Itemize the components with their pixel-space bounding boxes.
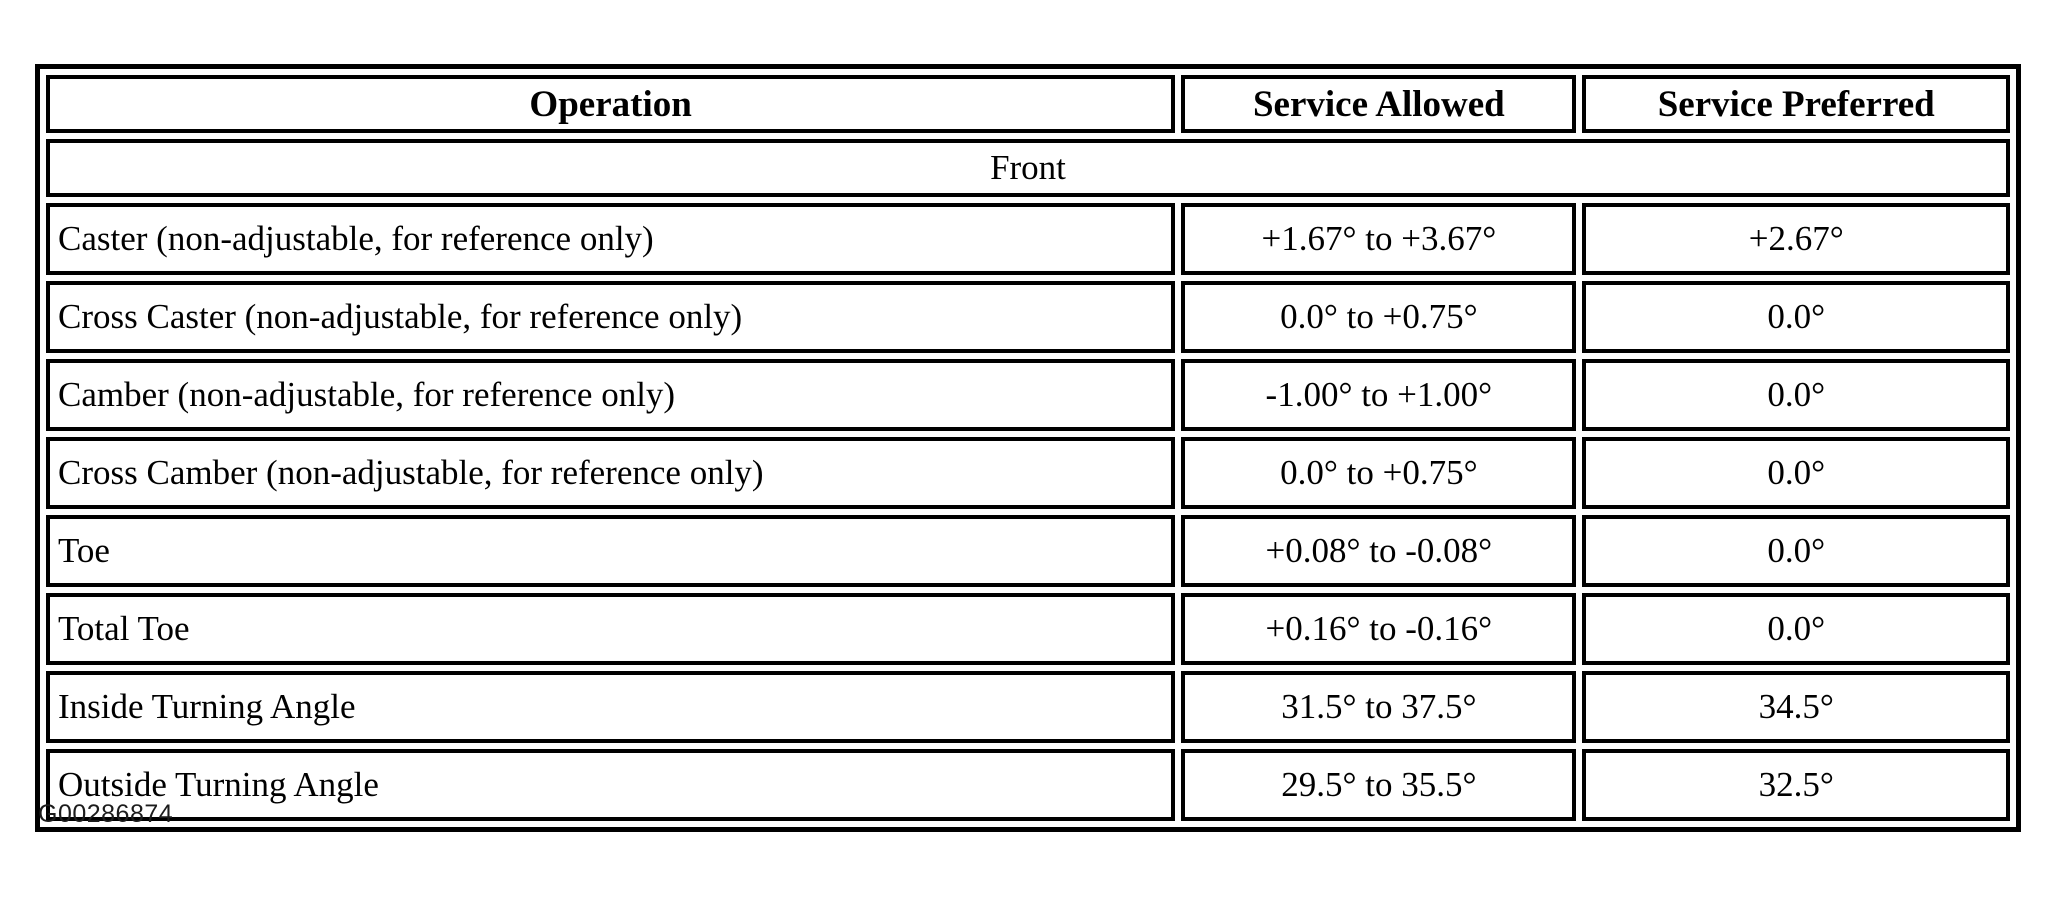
operation-cell: Camber (non-adjustable, for reference on… [46, 359, 1176, 431]
operation-cell: Outside Turning Angle [46, 749, 1176, 821]
service-allowed-cell: +0.08° to -0.08° [1181, 515, 1577, 587]
table-row: Cross Caster (non-adjustable, for refere… [46, 281, 2010, 353]
table-row: Toe +0.08° to -0.08° 0.0° [46, 515, 2010, 587]
section-row: Front [46, 139, 2010, 197]
operation-cell: Inside Turning Angle [46, 671, 1176, 743]
service-allowed-cell: 29.5° to 35.5° [1181, 749, 1577, 821]
service-allowed-cell: +0.16° to -0.16° [1181, 593, 1577, 665]
table-row: Inside Turning Angle 31.5° to 37.5° 34.5… [46, 671, 2010, 743]
service-preferred-cell: 0.0° [1582, 515, 2010, 587]
column-header-service-allowed: Service Allowed [1181, 75, 1577, 133]
service-preferred-cell: 0.0° [1582, 281, 2010, 353]
column-header-service-preferred: Service Preferred [1582, 75, 2010, 133]
figure-id-caption: G00286874 [38, 800, 174, 828]
table-row: Caster (non-adjustable, for reference on… [46, 203, 2010, 275]
service-allowed-cell: 0.0° to +0.75° [1181, 281, 1577, 353]
service-preferred-cell: 0.0° [1582, 593, 2010, 665]
service-preferred-cell: 0.0° [1582, 437, 2010, 509]
service-allowed-cell: +1.67° to +3.67° [1181, 203, 1577, 275]
alignment-spec-table: Operation Service Allowed Service Prefer… [35, 64, 2021, 832]
section-label-front: Front [46, 139, 2010, 197]
service-preferred-cell: 32.5° [1582, 749, 2010, 821]
operation-cell: Cross Camber (non-adjustable, for refere… [46, 437, 1176, 509]
table-row: Camber (non-adjustable, for reference on… [46, 359, 2010, 431]
service-preferred-cell: 34.5° [1582, 671, 2010, 743]
operation-cell: Total Toe [46, 593, 1176, 665]
column-header-operation: Operation [46, 75, 1176, 133]
service-preferred-cell: 0.0° [1582, 359, 2010, 431]
service-allowed-cell: 31.5° to 37.5° [1181, 671, 1577, 743]
operation-cell: Cross Caster (non-adjustable, for refere… [46, 281, 1176, 353]
table-row: Outside Turning Angle 29.5° to 35.5° 32.… [46, 749, 2010, 821]
service-allowed-cell: 0.0° to +0.75° [1181, 437, 1577, 509]
service-allowed-cell: -1.00° to +1.00° [1181, 359, 1577, 431]
table-row: Cross Camber (non-adjustable, for refere… [46, 437, 2010, 509]
operation-cell: Toe [46, 515, 1176, 587]
header-row: Operation Service Allowed Service Prefer… [46, 75, 2010, 133]
table-row: Total Toe +0.16° to -0.16° 0.0° [46, 593, 2010, 665]
service-preferred-cell: +2.67° [1582, 203, 2010, 275]
operation-cell: Caster (non-adjustable, for reference on… [46, 203, 1176, 275]
